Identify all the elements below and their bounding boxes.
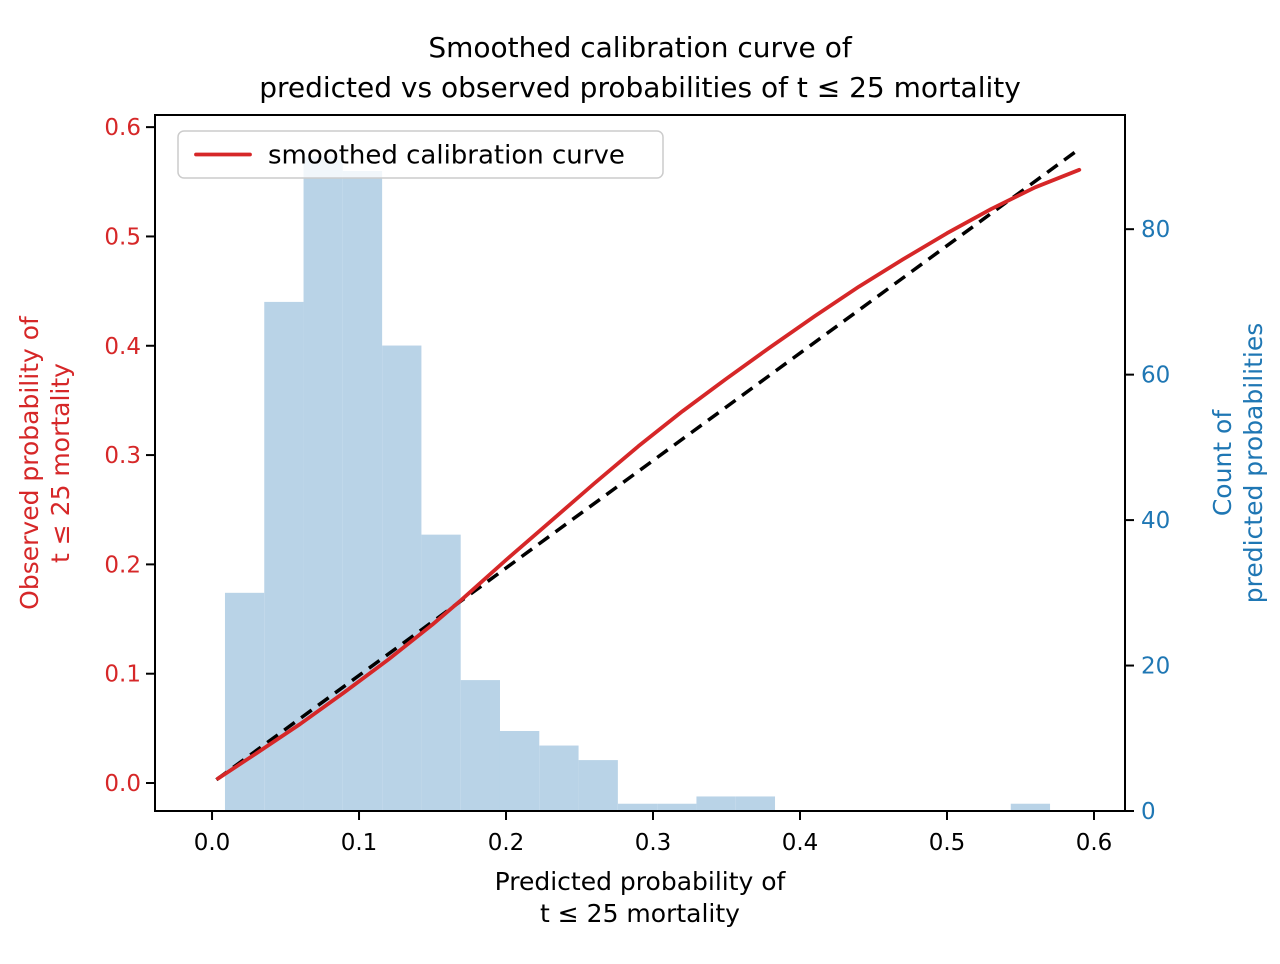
ticks-group: 0.0 0.1 0.2 0.3 0.4 0.5 0.6 0.0 0.1 0.2 0.3 0.4 0.5 0… — [104, 115, 1170, 856]
histogram-bars-group — [224, 156, 1051, 812]
x-tick-label: 0.4 — [782, 830, 819, 856]
y-left-tick-label: 0.1 — [104, 662, 141, 688]
y-left-tick-label: 0.4 — [104, 334, 141, 360]
y-left-tick-label: 0.5 — [104, 224, 141, 250]
histogram-bar — [460, 680, 500, 811]
x-axis-label: Predicted probability of t ≤ 25 mortalit… — [0, 866, 1280, 930]
histogram-bar — [696, 796, 736, 811]
histogram-bar — [342, 171, 383, 811]
y-right-tick-label: 0 — [1141, 799, 1156, 825]
x-tick-label: 0.0 — [194, 830, 231, 856]
y-right-tick-label: 20 — [1141, 654, 1170, 680]
y-left-tick-label: 0.3 — [104, 443, 141, 469]
x-tick-label: 0.3 — [635, 830, 672, 856]
y-axis-left-label-line1: Observed probability of — [15, 316, 44, 610]
histogram-bar — [1010, 803, 1051, 811]
x-axis-label-line1: Predicted probability of — [494, 867, 786, 896]
reference-dashed-line — [215, 146, 1082, 782]
y-right-tick-label: 80 — [1141, 217, 1170, 243]
histogram-bar — [735, 796, 776, 811]
legend-box — [177, 130, 664, 179]
chart-title: Smoothed calibration curve of predicted … — [0, 28, 1280, 108]
histogram-bar — [657, 803, 697, 811]
y-left-tick-label: 0.2 — [104, 552, 141, 578]
calibration-curve-line — [216, 167, 1082, 781]
y-left-tick-label: 0.6 — [104, 115, 141, 141]
chart-title-line1: Smoothed calibration curve of — [428, 31, 852, 64]
histogram-bar — [382, 345, 422, 811]
y-axis-right-label: Count of predicted probabilities — [1207, 323, 1269, 603]
y-axis-right-label-line2: predicted probabilities — [1239, 322, 1268, 604]
histogram-bar — [578, 760, 618, 811]
histogram-bar — [499, 731, 540, 811]
curves-group — [215, 146, 1082, 782]
y-axis-left-label-line2: t ≤ 25 mortality — [46, 363, 75, 563]
y-axis-left-label: Observed probability of t ≤ 25 mortality — [14, 316, 76, 610]
y-axis-right-label-line1: Count of — [1208, 409, 1237, 517]
x-tick-label: 0.1 — [341, 830, 378, 856]
histogram-bar — [224, 592, 265, 811]
histogram-bar — [421, 534, 461, 811]
x-tick-label: 0.6 — [1076, 830, 1113, 856]
y-right-tick-label: 60 — [1141, 363, 1170, 389]
plot-border — [154, 114, 1126, 812]
y-left-tick-label: 0.0 — [104, 771, 141, 797]
chart-title-line2: predicted vs observed probabilities of t… — [259, 71, 1021, 104]
y-right-tick-label: 40 — [1141, 508, 1170, 534]
histogram-bar — [617, 803, 658, 811]
legend-label: smoothed calibration curve — [268, 141, 625, 171]
x-axis-label-line2: t ≤ 25 mortality — [540, 899, 740, 928]
legend: smoothed calibration curve — [177, 130, 664, 179]
histogram-bar — [539, 745, 579, 811]
x-tick-label: 0.2 — [488, 830, 525, 856]
x-tick-label: 0.5 — [929, 830, 966, 856]
